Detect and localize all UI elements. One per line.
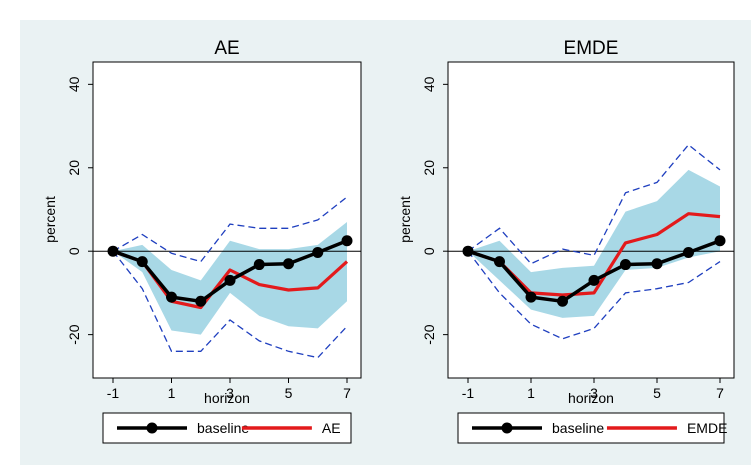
baseline-marker [253, 259, 265, 271]
legend-marker-baseline [501, 422, 513, 434]
baseline-marker [166, 291, 177, 303]
baseline-marker [651, 258, 663, 270]
baseline-marker [714, 235, 726, 247]
y-tick-label: 0 [421, 247, 437, 255]
lower-dashed-bound [112, 250, 348, 359]
upper-dashed-bound [112, 196, 348, 263]
chart-title: EMDE [564, 38, 619, 59]
x-tick-label: 7 [343, 385, 351, 401]
y-axis-label: percent [42, 196, 58, 243]
y-tick-label: 20 [421, 160, 437, 176]
baseline-marker [683, 246, 694, 258]
x-tick-label: 3 [226, 385, 234, 401]
y-axis-label: percent [397, 196, 413, 243]
x-tick-label: 1 [527, 385, 535, 401]
plot-area [92, 61, 362, 379]
baseline-marker [462, 245, 474, 257]
legend-label-ae: AE [322, 420, 341, 436]
lower-dashed-bound [467, 250, 721, 340]
baseline-marker [107, 245, 119, 257]
x-tick-label: -1 [107, 385, 120, 401]
baseline-marker [494, 256, 505, 268]
baseline-marker [195, 295, 207, 307]
confidence-band [468, 169, 720, 318]
panel-0: AE -20 0 20 40 percent -1 1 3 5 7 horizon baseline AE [42, 38, 362, 444]
baseline-marker [136, 256, 148, 268]
upper-dashed-bound [467, 143, 721, 265]
y-tick-label: 20 [66, 160, 82, 176]
baseline-marker [341, 235, 353, 247]
chart-title: AE [214, 38, 239, 59]
legend-marker-baseline [146, 422, 158, 434]
legend-label-baseline: baseline [552, 420, 604, 436]
x-axis-label: horizon [568, 390, 614, 406]
y-tick-label: 40 [421, 76, 437, 92]
baseline-marker [525, 291, 537, 303]
baseline-marker [224, 274, 236, 286]
x-tick-label: -1 [462, 385, 475, 401]
x-axis-label: horizon [204, 390, 250, 406]
x-tick-label: 5 [285, 385, 293, 401]
x-tick-label: 3 [590, 385, 598, 401]
y-tick-label: -20 [66, 324, 82, 344]
y-tick-label: 0 [66, 247, 82, 255]
panel-1: EMDE -20 0 20 40 percent -1 1 3 5 7 horizon baseline… [397, 38, 735, 444]
baseline-marker [620, 259, 631, 271]
y-tick-label: 40 [66, 76, 82, 92]
baseline-marker [283, 258, 294, 270]
baseline-marker [557, 295, 568, 307]
x-tick-label: 7 [716, 385, 724, 401]
y-tick-label: -20 [421, 324, 437, 344]
x-tick-label: 1 [168, 385, 176, 401]
baseline-marker [588, 274, 600, 286]
legend-label-baseline: baseline [197, 420, 249, 436]
baseline-marker [312, 246, 324, 258]
legend-label-emde: EMDE [687, 420, 727, 436]
x-tick-label: 5 [653, 385, 661, 401]
